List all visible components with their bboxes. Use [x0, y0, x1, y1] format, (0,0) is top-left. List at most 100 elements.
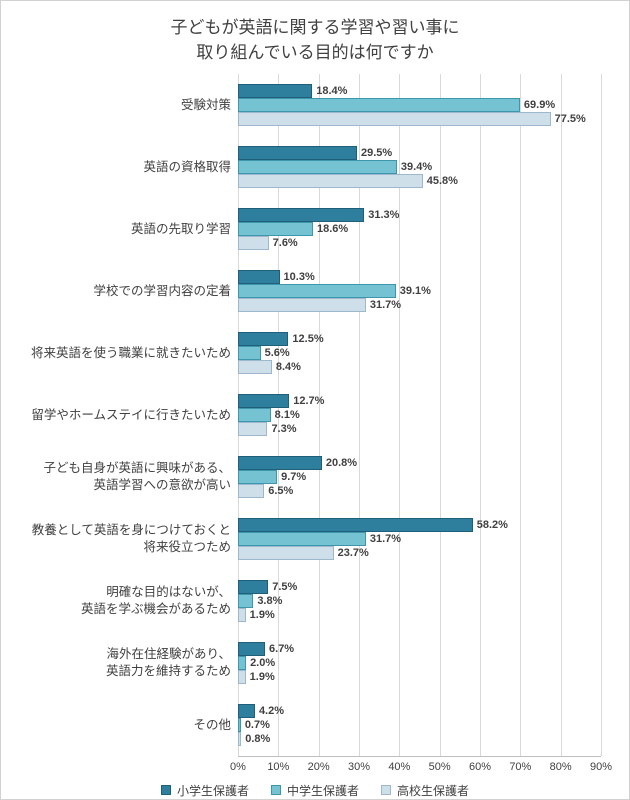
plot-area: 受験対策 18.4% 69.9% 77.5% 英語の資格取得 29.5% 39.4% 45.8…	[1, 74, 629, 758]
x-tick-label: 60%	[468, 761, 492, 774]
bar-中学生保護者	[238, 408, 271, 423]
bar-group: 7.5% 3.8% 1.9%	[238, 580, 601, 623]
category-row: 教養として英語を身につけておくと 将来役立つため 58.2% 31.7% 23.7%	[1, 508, 629, 570]
bar-小学生保護者	[238, 642, 266, 657]
bar-group: 12.7% 8.1% 7.3%	[238, 394, 601, 437]
category-label: その他	[193, 717, 231, 732]
category-label: 将来英語を使う職業に就きたいため	[30, 345, 231, 360]
bar-中学生保護者	[238, 718, 241, 733]
bar-line: 39.4%	[238, 160, 601, 175]
value-label: 1.9%	[249, 609, 275, 622]
category-row: 海外在住経験があり、 英語力を維持するため 6.7% 2.0% 1.9%	[1, 632, 629, 694]
bar-line: 0.7%	[238, 718, 601, 733]
bar-高校生保護者	[238, 546, 334, 561]
bar-line: 18.6%	[238, 222, 601, 237]
bar-高校生保護者	[238, 174, 423, 189]
value-label: 18.6%	[317, 223, 349, 236]
bar-line: 6.7%	[238, 642, 601, 657]
bar-line: 8.4%	[238, 360, 601, 375]
category-row: 英語の資格取得 29.5% 39.4% 45.8%	[1, 136, 629, 198]
category-row: 学校での学習内容の定着 10.3% 39.1% 31.7%	[1, 260, 629, 322]
bar-中学生保護者	[238, 656, 247, 671]
bar-高校生保護者	[238, 112, 551, 127]
category-label: 教養として英語を身につけておくと 将来役立つため	[31, 523, 231, 555]
value-label: 6.7%	[269, 643, 295, 656]
value-label: 8.1%	[274, 409, 300, 422]
legend-label: 高校生保護者	[397, 783, 470, 798]
bar-line: 77.5%	[238, 112, 601, 127]
bar-line: 0.8%	[238, 732, 601, 747]
bar-高校生保護者	[238, 422, 268, 437]
legend: 小学生保護者 中学生保護者 高校生保護者	[1, 777, 629, 799]
chart-title: 子どもが英語に関する学習や習い事に 取り組んでいる目的は何ですか	[1, 1, 629, 65]
category-label: 学校での学習内容の定着	[93, 283, 231, 298]
value-label: 20.8%	[325, 457, 358, 470]
bar-group: 58.2% 31.7% 23.7%	[238, 518, 601, 561]
x-tick-label: 90%	[589, 761, 613, 774]
bar-小学生保護者	[238, 146, 357, 161]
value-label: 69.9%	[523, 99, 556, 112]
bar-line: 31.7%	[238, 532, 601, 547]
legend-swatch-icon	[160, 785, 171, 796]
legend-item: 小学生保護者	[160, 782, 249, 799]
category-row: 明確な目的はないが、 英語を学ぶ機会があるため 7.5% 3.8% 1.9%	[1, 570, 629, 632]
category-row: その他 4.2% 0.7% 0.8%	[1, 694, 629, 756]
bar-group: 31.3% 18.6% 7.6%	[238, 208, 601, 251]
bar-line: 1.9%	[238, 608, 601, 623]
bar-line: 18.4%	[238, 84, 601, 99]
category-row: 将来英語を使う職業に就きたいため 12.5% 5.6% 8.4%	[1, 322, 629, 384]
bar-高校生保護者	[238, 484, 265, 499]
x-tick-label: 10%	[267, 761, 290, 774]
gridline	[399, 74, 401, 757]
gridline	[318, 74, 320, 757]
category-label: 英語の先取り学習	[130, 221, 231, 236]
category-label: 子ども自身が英語に興味がある、 英語学習への意欲が高い	[43, 461, 231, 493]
bar-中学生保護者	[238, 470, 278, 485]
value-label: 18.4%	[316, 85, 348, 98]
gridline	[560, 74, 562, 757]
x-tick-label: 30%	[347, 761, 371, 774]
bar-line: 1.9%	[238, 670, 601, 685]
gridline	[601, 74, 602, 757]
value-label: 4.2%	[258, 705, 285, 718]
bar-line: 7.3%	[238, 422, 601, 437]
chart-title-line1: 子どもが英語に関する学習や習い事に	[170, 18, 460, 37]
x-tick-label: 50%	[428, 761, 451, 774]
bar-小学生保護者	[238, 704, 255, 719]
bar-高校生保護者	[238, 608, 246, 623]
category-label: 受験対策	[180, 97, 231, 112]
category-row: 受験対策 18.4% 69.9% 77.5%	[1, 74, 629, 136]
value-label: 6.5%	[268, 485, 294, 498]
category-label: 英語の資格取得	[143, 159, 231, 174]
bar-line: 5.6%	[238, 346, 601, 361]
value-label: 39.4%	[400, 161, 433, 174]
value-label: 9.7%	[281, 471, 307, 484]
category-row: 英語の先取り学習 31.3% 18.6% 7.6%	[1, 198, 629, 260]
legend-item: 中学生保護者	[270, 782, 359, 799]
bar-group: 4.2% 0.7% 0.8%	[238, 704, 601, 747]
bar-小学生保護者	[238, 270, 280, 285]
bar-line: 31.7%	[238, 298, 601, 313]
bar-group: 18.4% 69.9% 77.5%	[238, 84, 601, 127]
bar-line: 29.5%	[238, 146, 601, 161]
category-label: 留学やホームステイに行きたいため	[31, 407, 231, 422]
value-label: 12.7%	[293, 395, 325, 408]
gridline	[520, 74, 522, 757]
bar-line: 10.3%	[238, 270, 601, 285]
x-tick-label: 0%	[230, 761, 246, 774]
bar-高校生保護者	[238, 298, 366, 313]
bar-中学生保護者	[238, 98, 520, 113]
bar-line: 7.5%	[238, 580, 601, 595]
gridline	[480, 74, 481, 757]
bar-小学生保護者	[238, 518, 473, 533]
bar-中学生保護者	[238, 532, 366, 547]
value-label: 12.5%	[292, 333, 324, 346]
bar-rows: 受験対策 18.4% 69.9% 77.5% 英語の資格取得 29.5% 39.4% 45.8…	[1, 74, 629, 756]
bar-line: 58.2%	[238, 518, 601, 533]
value-label: 23.7%	[337, 547, 369, 560]
bar-group: 20.8% 9.7% 6.5%	[238, 456, 601, 499]
bar-line: 39.1%	[238, 284, 601, 299]
x-tick-label: 80%	[549, 761, 572, 774]
value-label: 7.6%	[272, 237, 298, 250]
bar-group: 12.5% 5.6% 8.4%	[238, 332, 601, 375]
